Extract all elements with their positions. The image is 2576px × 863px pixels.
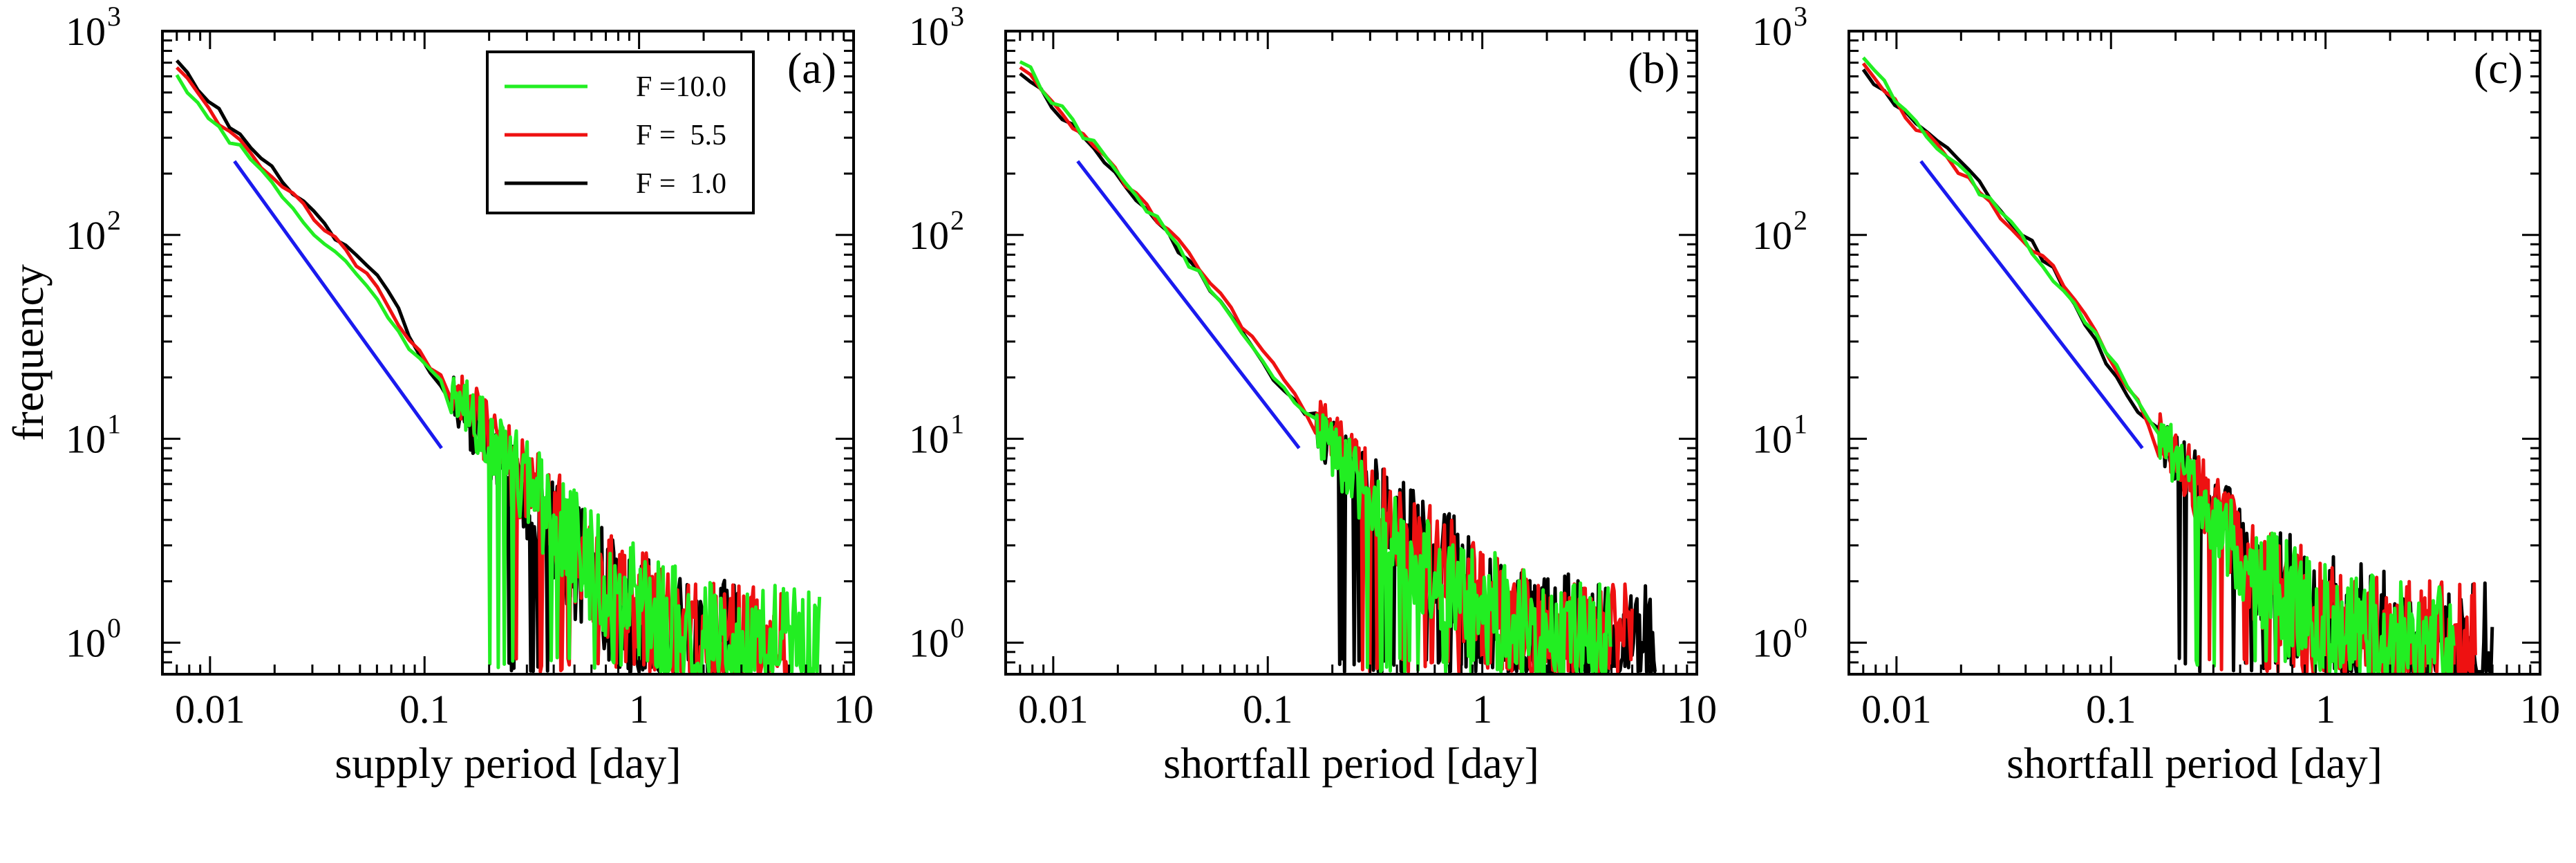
reference-slope-line: [233, 160, 443, 449]
x-tick-label: 0.01: [1018, 687, 1089, 732]
x-tick-label: 0.1: [399, 687, 450, 732]
x-tick-label: 10: [2520, 687, 2560, 732]
y-tick-label: 10: [1752, 417, 1792, 462]
y-tick-label-exponent: 0: [950, 612, 964, 643]
series-line-green: [175, 74, 822, 674]
y-tick-label-exponent: 1: [1794, 409, 1807, 440]
panel-label: (c): [2474, 44, 2523, 93]
x-tick-label: 10: [1677, 687, 1717, 732]
x-tick-label: 0.01: [175, 687, 245, 732]
y-tick-label-exponent: 1: [107, 409, 121, 440]
plot-area: [1019, 60, 1657, 674]
series-line-green: [1861, 56, 2456, 674]
y-tick-label-exponent: 2: [950, 205, 964, 236]
reference-slope-line: [1919, 160, 2144, 449]
y-tick-label: 10: [66, 620, 106, 665]
y-tick-label-exponent: 3: [1794, 1, 1807, 32]
y-tick-label: 10: [1752, 9, 1792, 54]
y-tick-label: 10: [66, 417, 106, 462]
y-tick-label: 10: [66, 213, 106, 258]
x-tick-label: 0.1: [2086, 687, 2136, 732]
plot-frame: [1848, 30, 2541, 676]
x-tick-label: 1: [2315, 687, 2335, 732]
legend-label: F = 1.0: [636, 168, 726, 200]
y-tick-label: 10: [1752, 213, 1792, 258]
x-axis-title: shortfall period [day]: [1163, 739, 1539, 788]
y-tick-label: 10: [909, 417, 949, 462]
y-tick-label-exponent: 0: [1794, 612, 1807, 643]
legend-label: F =10.0: [636, 71, 726, 103]
y-tick-label: 10: [66, 9, 106, 54]
y-tick-label-exponent: 3: [107, 1, 121, 32]
x-tick-label: 1: [1472, 687, 1492, 732]
series-line-green: [1019, 60, 1613, 674]
plot-frame: [1004, 30, 1698, 676]
y-tick-label-exponent: 2: [107, 205, 121, 236]
y-tick-label-exponent: 0: [107, 612, 121, 643]
y-axis-title: frequency: [3, 264, 53, 441]
y-tick-label: 10: [909, 620, 949, 665]
y-tick-label-exponent: 1: [950, 409, 964, 440]
x-tick-label: 10: [834, 687, 874, 732]
reference-slope-line: [1076, 160, 1301, 449]
plot-area: [1861, 56, 2494, 674]
legend: F =10.0 F = 5.5 F = 1.0: [486, 50, 755, 214]
panel-label: (b): [1628, 44, 1680, 93]
y-tick-label: 10: [909, 213, 949, 258]
x-tick-label: 1: [629, 687, 649, 732]
legend-box: [486, 50, 755, 214]
plot-frame: [161, 30, 855, 676]
y-tick-label: 10: [909, 9, 949, 54]
x-axis-title: shortfall period [day]: [2006, 739, 2382, 788]
x-tick-label: 0.1: [1243, 687, 1293, 732]
plot-area: [175, 59, 822, 674]
y-tick-label: 10: [1752, 620, 1792, 665]
panel-label: (a): [787, 44, 836, 93]
x-tick-label: 0.01: [1861, 687, 1932, 732]
y-tick-label-exponent: 2: [1794, 205, 1807, 236]
x-axis-title: supply period [day]: [335, 739, 681, 788]
legend-label: F = 5.5: [636, 120, 726, 151]
y-tick-label-exponent: 3: [950, 1, 964, 32]
